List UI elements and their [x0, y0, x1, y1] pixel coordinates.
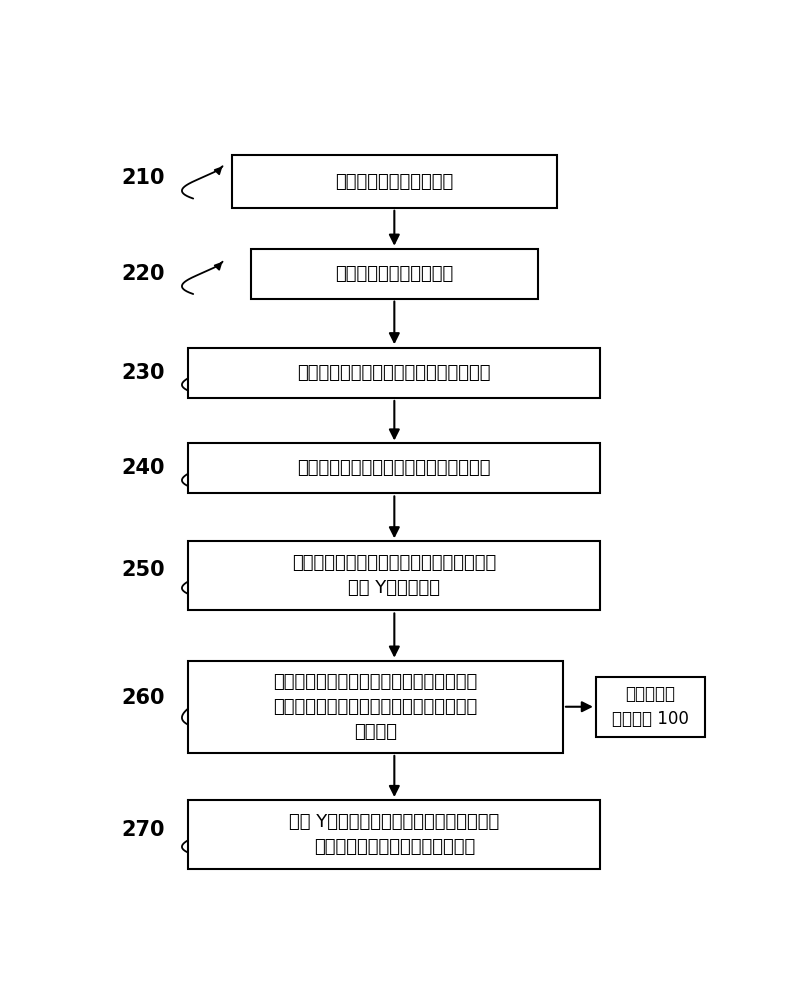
Bar [188, 348, 600, 398]
Bar [189, 661, 563, 753]
Text: 模拟窗口选
择见方法 100: 模拟窗口选 择见方法 100 [612, 685, 689, 728]
Text: 定位各核酸分子片断来源于染色体的位置: 定位各核酸分子片断来源于染色体的位置 [297, 364, 491, 382]
Text: 切割基因组各染色体为重叠或不重叠窗口: 切割基因组各染色体为重叠或不重叠窗口 [297, 459, 491, 477]
Text: 270: 270 [122, 820, 165, 840]
Bar [596, 677, 705, 737]
Text: 250: 250 [122, 560, 165, 580]
Bar [188, 541, 600, 610]
Text: 260: 260 [122, 688, 165, 708]
Text: 240: 240 [122, 458, 165, 478]
Text: 210: 210 [122, 168, 165, 188]
Bar [188, 443, 600, 493]
Bar [188, 800, 600, 869]
Text: 对核酸片断分子进行测序: 对核酸片断分子进行测序 [335, 265, 454, 283]
Bar [232, 155, 557, 208]
Text: 统计待检验样本的各染色体窗口的核酸片断
的量 Y（真实值）: 统计待检验样本的各染色体窗口的核酸片断 的量 Y（真实值） [293, 554, 496, 597]
Text: 220: 220 [122, 264, 165, 284]
Text: 230: 230 [122, 363, 165, 383]
Text: 根据 Y值是否在其置信区间内，从而判断待
检验第一类染色体是否有非整倍性: 根据 Y值是否在其置信区间内，从而判断待 检验第一类染色体是否有非整倍性 [289, 813, 500, 856]
Bar [251, 249, 538, 299]
Text: 统计来源于模拟窗口组合的核酸分子的量，
计算待研究第一类染色体的核酸分子的量的
置信区间: 统计来源于模拟窗口组合的核酸分子的量， 计算待研究第一类染色体的核酸分子的量的 … [273, 673, 478, 741]
Text: 获得待检的孕妇生物样本: 获得待检的孕妇生物样本 [335, 173, 454, 191]
